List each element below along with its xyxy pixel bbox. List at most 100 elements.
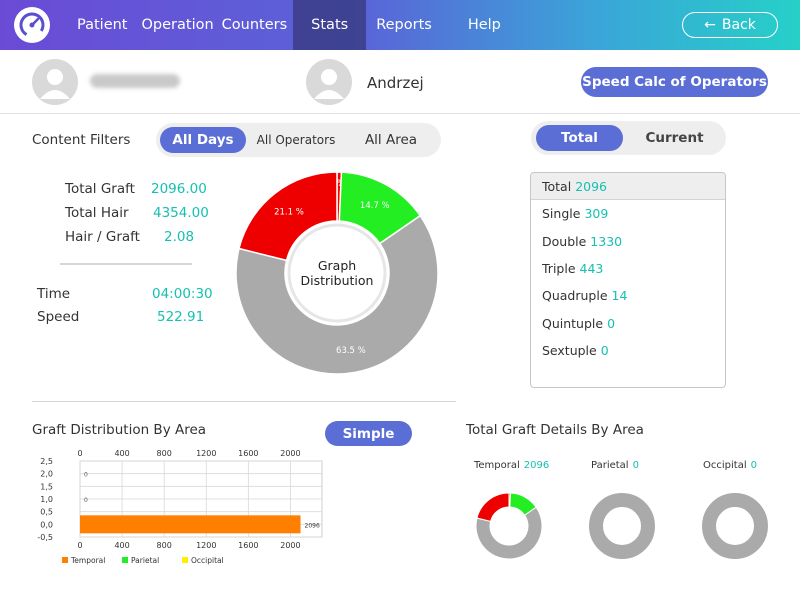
legend-label: Occipital <box>191 556 224 565</box>
filter-all-operators[interactable]: All Operators <box>256 133 336 147</box>
count-row-triple[interactable]: Triple 443 <box>531 255 725 282</box>
filter-all-days[interactable]: All Days <box>160 127 246 153</box>
count-row-quadruple[interactable]: Quadruple 14 <box>531 282 725 309</box>
time-label: Time <box>37 286 71 302</box>
count-row-quintuple[interactable]: Quintuple 0 <box>531 309 725 336</box>
total-current-toggle: Total Current <box>531 121 726 155</box>
bar-value-label: 0 <box>84 497 88 504</box>
count-value: 1330 <box>590 233 623 249</box>
donut-slice-label: 63.5 % <box>336 346 366 356</box>
nav-patient[interactable]: Patient <box>77 17 128 33</box>
donut-slice-label: 21.1 % <box>274 208 304 218</box>
donut-center-label: Graph Distribution <box>301 258 374 288</box>
graft-area-bar-chart: 2,5 2,0 1,5 1,0 0,5 0,0 -0,5 0 0 400 400 800 800 1200… <box>37 449 323 565</box>
mini-donut-slice <box>475 506 543 560</box>
nav-operation[interactable]: Operation <box>141 17 214 33</box>
toggle-total[interactable]: Total <box>536 125 623 151</box>
toggle-current[interactable]: Current <box>645 130 704 146</box>
hair-per-graft-value: 2.08 <box>164 229 195 245</box>
stats-divider <box>60 263 192 265</box>
x-tick-label-bottom: 2000 <box>280 541 300 550</box>
graft-count-list: Total 2096 Single 309 Double 1330 Triple 443… <box>530 172 726 388</box>
main-nav: Patient Operation Counters Stats Reports… <box>67 0 511 50</box>
total-graft-label: Total Graft <box>65 181 135 197</box>
speed-label: Speed <box>37 309 80 325</box>
hair-per-graft-label: Hair / Graft <box>65 229 140 245</box>
y-tick-label: 2,0 <box>40 470 53 479</box>
bar-value-label: 2096 <box>305 522 320 529</box>
count-row-double[interactable]: Double 1330 <box>531 228 725 255</box>
count-row-total[interactable]: Total 2096 <box>531 173 725 201</box>
nav-stats[interactable]: Stats <box>293 0 367 50</box>
y-tick-label: 2,5 <box>40 457 53 466</box>
donut-chart: 0.7 %14.7 %63.5 %21.1 % <box>235 171 439 375</box>
x-tick-label-top: 400 <box>114 449 129 458</box>
y-tick-label: 1,5 <box>40 482 53 491</box>
x-tick-label-bottom: 1200 <box>196 541 216 550</box>
x-tick-label-bottom: 400 <box>114 541 129 550</box>
count-value: 443 <box>579 261 604 277</box>
x-tick-label-top: 1200 <box>196 449 216 458</box>
x-tick-label-bottom: 1600 <box>238 541 258 550</box>
user-row: Andrzej Speed Calc of Operators <box>0 50 800 114</box>
x-tick-label-bottom: 800 <box>157 541 172 550</box>
count-label: Quadruple <box>542 288 608 304</box>
arrow-left-icon: ← <box>704 17 716 33</box>
patient-avatar <box>32 59 78 105</box>
user-icon <box>314 69 344 99</box>
area-name: Occipital <box>703 460 747 471</box>
back-button[interactable]: ← Back <box>682 12 778 38</box>
patient-name-blurred <box>90 74 180 88</box>
filter-segmented-control: All Days All Operators All Area <box>156 123 441 157</box>
count-value: 0 <box>607 315 616 331</box>
donut-center-line2: Distribution <box>300 273 374 288</box>
section-divider <box>32 401 456 402</box>
speed-calc-button[interactable]: Speed Calc of Operators <box>581 67 768 97</box>
legend-label: Temporal <box>70 556 105 565</box>
count-value: 309 <box>584 206 609 222</box>
total-hair-label: Total Hair <box>65 205 129 221</box>
area-parietal-label: Parietal 0 <box>591 460 639 471</box>
donut-hole <box>285 221 389 325</box>
legend-label: Parietal <box>131 556 159 565</box>
gauge-icon <box>19 12 45 38</box>
count-label: Double <box>542 233 587 249</box>
donut-slice-label: 14.7 % <box>360 201 390 211</box>
legend-swatch <box>122 557 128 563</box>
user-icon <box>40 69 70 99</box>
graft-area-title: Graft Distribution By Area <box>32 422 207 438</box>
x-tick-label-bottom: 0 <box>77 541 82 550</box>
simple-button[interactable]: Simple <box>325 421 412 446</box>
speed-value: 522.91 <box>157 309 205 325</box>
y-tick-label: 1,0 <box>40 495 53 504</box>
top-nav-bar: Patient Operation Counters Stats Reports… <box>0 0 800 50</box>
graph-distribution-donut: 0.7 %14.7 %63.5 %21.1 % Graph Distributi… <box>235 171 439 375</box>
legend-swatch <box>182 557 188 563</box>
nav-reports[interactable]: Reports <box>376 17 432 33</box>
area-temporal-label: Temporal 2096 <box>474 460 549 471</box>
total-graft-value: 2096.00 <box>151 181 207 197</box>
filter-all-area[interactable]: All Area <box>364 132 418 148</box>
legend-swatch <box>62 557 68 563</box>
count-value: 14 <box>611 288 628 304</box>
empty-ring <box>589 493 655 559</box>
count-row-sextuple[interactable]: Sextuple 0 <box>531 337 725 364</box>
area-occipital-label: Occipital 0 <box>703 460 757 471</box>
total-hair-value: 4354.00 <box>153 205 209 221</box>
bar-value-label: 0 <box>84 472 88 479</box>
content-filters-label: Content Filters <box>32 132 131 148</box>
nav-counters[interactable]: Counters <box>221 17 288 33</box>
y-tick-label: 0,5 <box>40 508 53 517</box>
count-row-single[interactable]: Single 309 <box>531 200 725 227</box>
area-value: 0 <box>750 460 757 471</box>
area-name: Temporal <box>474 460 520 471</box>
parietal-mini-donut <box>589 493 655 559</box>
back-label: Back <box>721 17 756 33</box>
count-label: Single <box>542 206 581 222</box>
app-logo[interactable] <box>14 7 50 43</box>
occipital-mini-donut <box>702 493 768 559</box>
temporal-mini-donut <box>475 492 543 560</box>
donut-center-line1: Graph <box>317 258 357 273</box>
bar-temporal <box>80 515 301 534</box>
nav-help[interactable]: Help <box>467 17 501 33</box>
